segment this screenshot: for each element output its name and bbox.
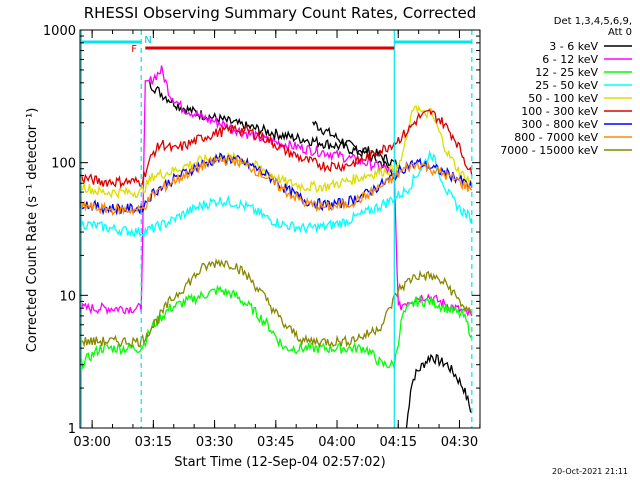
legend-label-3: 25 - 50 keV <box>535 79 598 92</box>
x-tick-label: 03:30 <box>196 435 233 450</box>
series-line-7-0 <box>79 154 473 217</box>
plot-frame <box>79 29 481 429</box>
x-tick-label: 03:15 <box>135 435 172 450</box>
series-line-8-0 <box>79 257 473 349</box>
y-axis-label: Corrected Count Rate (s⁻¹ detector⁻¹) <box>25 108 40 353</box>
series-line-3-0 <box>79 149 473 239</box>
series-line-2-0 <box>79 284 473 370</box>
y-tick-label: 10 <box>59 289 76 304</box>
series-line-5-0 <box>79 109 473 190</box>
x-tick-label: 04:15 <box>380 435 417 450</box>
plot-area: FN <box>79 30 473 429</box>
flag-label-n: N <box>144 35 151 46</box>
legend-label-8: 7000 - 15000 keV <box>500 144 598 157</box>
legend-label-4: 50 - 100 keV <box>528 92 598 105</box>
legend-label-2: 12 - 25 keV <box>535 66 598 79</box>
y-tick-label: 1000 <box>43 24 76 39</box>
legend-header-1: Att 0 <box>608 27 632 38</box>
legend-header-0: Det 1,3,4,5,6,9, <box>554 16 632 27</box>
legend-label-1: 6 - 12 keV <box>542 53 598 66</box>
legend-label-6: 300 - 800 keV <box>521 118 598 131</box>
legend-label-0: 3 - 6 keV <box>549 40 598 53</box>
x-tick-label: 03:45 <box>257 435 294 450</box>
series-line-1-0 <box>79 65 473 318</box>
legend-label-7: 800 - 7000 keV <box>514 131 598 144</box>
chart-title: RHESSI Observing Summary Count Rates, Co… <box>84 4 477 22</box>
x-tick-label: 04:30 <box>441 435 478 450</box>
y-tick-label: 1 <box>68 422 76 437</box>
flag-label-f: F <box>131 44 137 55</box>
legend-label-5: 100 - 300 keV <box>521 105 598 118</box>
series-line-0-2 <box>148 79 395 181</box>
axes: 1 10 100 1000 03:00 03:15 03:30 03:45 04:00 04:15… <box>43 24 481 450</box>
x-tick-label: 03:00 <box>73 435 110 450</box>
series-line-0-0 <box>405 353 473 429</box>
x-axis-label: Start Time (12-Sep-04 02:57:02) <box>174 455 385 470</box>
footer-timestamp: 20-Oct-2021 21:11 <box>552 467 628 476</box>
x-tick-label: 04:00 <box>318 435 355 450</box>
y-tick-label: 100 <box>51 157 76 172</box>
